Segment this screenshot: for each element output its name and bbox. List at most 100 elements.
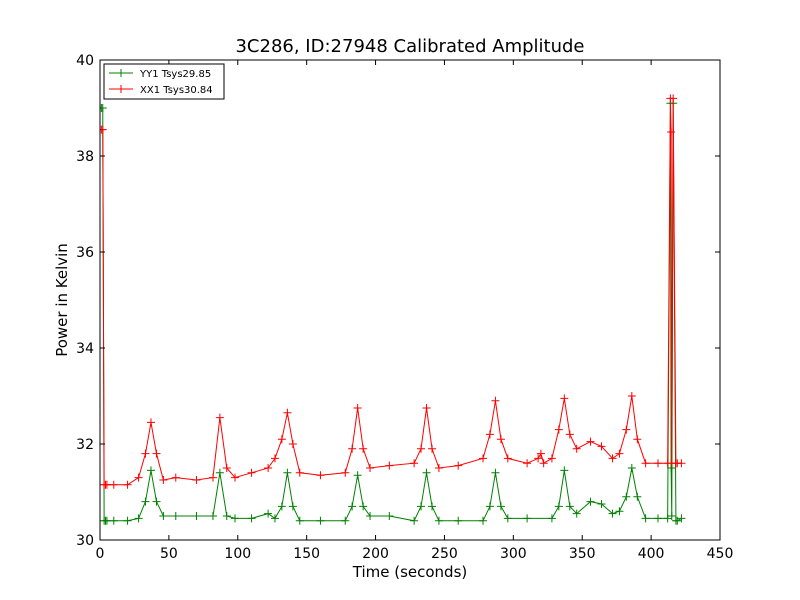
y-tick-label: 30 [76, 533, 94, 549]
data-point-yy1 [295, 516, 304, 525]
data-point-yy1 [641, 514, 650, 523]
data-point-xx1 [677, 459, 686, 468]
x-axis-label: Time (seconds) [352, 563, 468, 581]
x-tick-label: 250 [431, 546, 458, 562]
data-point-xx1 [560, 394, 569, 403]
series-xx1 [100, 94, 686, 489]
data-point-xx1 [615, 449, 624, 458]
y-tick-label: 36 [76, 245, 94, 261]
data-point-yy1 [146, 466, 155, 475]
data-point-xx1 [222, 464, 231, 472]
data-point-xx1 [485, 430, 494, 439]
data-point-yy1 [134, 514, 143, 523]
data-point-yy1 [247, 514, 256, 523]
data-point-yy1 [171, 512, 180, 520]
data-point-xx1 [422, 404, 431, 412]
data-point-yy1 [102, 516, 111, 525]
data-point-xx1 [479, 454, 488, 463]
data-point-xx1 [134, 473, 143, 482]
data-point-xx1 [627, 392, 636, 400]
data-point-yy1 [667, 512, 676, 520]
data-point-yy1 [270, 514, 279, 523]
data-point-yy1 [192, 512, 201, 520]
data-point-yy1 [434, 516, 443, 525]
data-point-yy1 [359, 502, 368, 511]
data-point-xx1 [565, 430, 574, 439]
x-tick-label: 0 [96, 546, 105, 562]
data-point-yy1 [667, 464, 676, 472]
legend: YY1 Tsys29.85 XX1 Tsys30.84 [103, 63, 225, 100]
data-point-xx1 [316, 471, 325, 480]
data-point-yy1 [341, 516, 350, 525]
data-point-xx1 [410, 459, 419, 468]
data-point-yy1 [152, 497, 161, 506]
data-point-xx1 [536, 449, 545, 458]
data-point-yy1 [288, 502, 297, 511]
data-point-xx1 [654, 459, 662, 468]
data-point-xx1 [608, 454, 617, 463]
data-point-yy1 [627, 464, 636, 472]
data-point-yy1 [622, 492, 631, 501]
data-point-xx1 [633, 435, 642, 444]
x-tick-label: 50 [160, 546, 178, 562]
data-point-xx1 [428, 444, 437, 453]
data-point-yy1 [586, 497, 595, 506]
data-point-yy1 [159, 512, 168, 520]
data-point-yy1 [222, 512, 231, 520]
data-point-yy1 [547, 514, 556, 523]
data-point-xx1 [277, 435, 286, 444]
x-tick-label: 100 [224, 546, 251, 562]
x-tick-label: 150 [293, 546, 320, 562]
data-point-yy1 [485, 502, 494, 511]
data-point-yy1 [615, 507, 624, 516]
data-point-xx1 [270, 454, 279, 463]
x-tick-label: 400 [638, 546, 665, 562]
legend-label-xx1: XX1 Tsys30.84 [140, 85, 213, 96]
y-tick-label: 34 [76, 341, 94, 357]
data-point-yy1 [654, 514, 662, 523]
data-point-yy1 [283, 468, 292, 477]
data-point-xx1 [417, 444, 426, 453]
data-point-yy1 [633, 492, 642, 501]
data-point-yy1 [523, 514, 532, 523]
data-point-yy1 [264, 509, 273, 518]
data-point-xx1 [215, 413, 224, 422]
data-point-yy1 [454, 516, 463, 525]
data-point-yy1 [677, 514, 686, 523]
data-point-xx1 [547, 454, 556, 463]
data-point-xx1 [503, 454, 512, 463]
data-point-yy1 [123, 516, 132, 525]
data-point-yy1 [348, 502, 357, 511]
data-point-xx1 [534, 454, 543, 463]
data-point-xx1 [667, 128, 676, 136]
data-point-xx1 [669, 94, 678, 103]
data-point-yy1 [565, 502, 574, 511]
data-point-xx1 [523, 459, 532, 468]
y-axis-label: Power in Kelvin [53, 243, 71, 357]
data-point-yy1 [479, 516, 488, 525]
data-point-xx1 [359, 444, 368, 453]
data-point-yy1 [141, 497, 150, 506]
data-point-yy1 [572, 509, 581, 518]
data-point-yy1 [554, 502, 563, 511]
legend-items: YY1 Tsys29.85 XX1 Tsys30.84 [109, 69, 213, 96]
data-point-xx1 [554, 425, 563, 434]
data-point-xx1 [192, 476, 201, 484]
data-point-xx1 [264, 464, 273, 472]
data-point-xx1 [341, 468, 350, 477]
data-point-xx1 [353, 404, 362, 412]
y-tick-label: 32 [76, 437, 94, 453]
data-point-xx1 [123, 480, 132, 489]
data-point-xx1 [288, 440, 297, 448]
plot-area [100, 94, 686, 525]
data-point-yy1 [560, 466, 569, 475]
legend-label-yy1: YY1 Tsys29.85 [139, 69, 211, 80]
data-point-yy1 [417, 502, 426, 511]
legend-box [103, 63, 225, 100]
plot-frame [99, 59, 721, 541]
data-point-xx1 [109, 480, 118, 489]
x-tick-label: 450 [707, 546, 734, 562]
data-point-xx1 [586, 437, 595, 446]
series-line-yy1 [101, 103, 682, 522]
